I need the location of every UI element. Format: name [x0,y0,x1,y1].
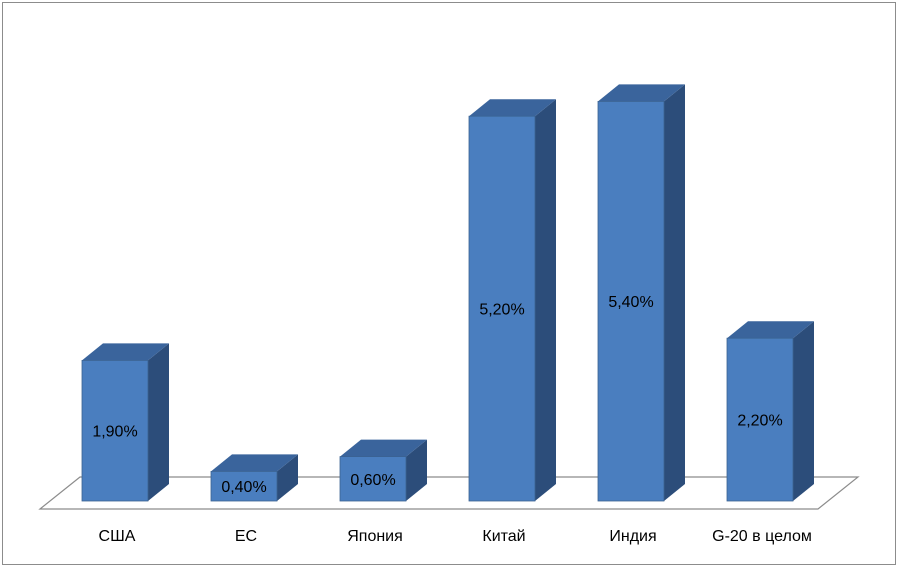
bar-6 [726,321,814,502]
bar-side-4 [535,99,556,501]
category-label-2: ЕС [235,528,257,545]
bar-front-5 [597,101,665,502]
bar-front-2 [210,470,278,502]
value-label-1: 1,90% [92,424,137,441]
bar-1 [81,343,169,502]
bar-side-1 [148,343,169,501]
value-label-5: 5,40% [608,294,653,311]
category-label-4: Китай [482,528,525,545]
bar-top-4 [469,99,556,117]
bar-top-3 [340,439,427,457]
bar-top-5 [598,84,685,102]
category-label-5: Индия [609,528,656,545]
value-label-2: 0,40% [221,479,266,496]
bar-side-2 [277,454,298,501]
bar-4 [468,99,556,502]
bar-side-6 [793,321,814,501]
bar-front-4 [468,115,536,502]
bar-top-2 [211,454,298,472]
value-label-6: 2,20% [737,413,782,430]
chart-floor [38,476,860,510]
bar-side-3 [406,439,427,501]
value-label-4: 5,20% [479,302,524,319]
bar-5 [597,84,685,502]
bar-front-6 [726,337,794,502]
category-label-1: США [99,528,136,545]
category-label-6: G-20 в целом [712,528,812,545]
bar-front-1 [81,359,149,502]
bar-3 [339,439,427,502]
bar-front-3 [339,456,407,502]
category-label-3: Япония [347,528,403,545]
bar-2 [210,454,298,502]
value-label-3: 0,60% [350,472,395,489]
bar-top-1 [82,343,169,361]
bar-side-5 [664,84,685,502]
bar-top-6 [727,321,814,339]
